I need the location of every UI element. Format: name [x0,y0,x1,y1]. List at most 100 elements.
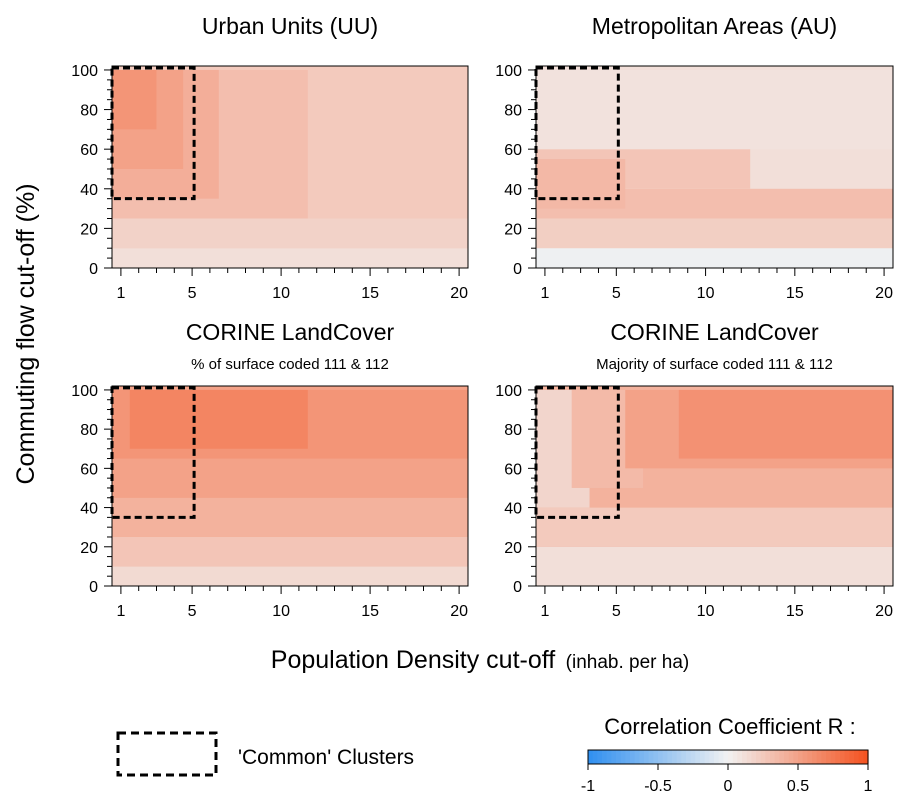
y-tick-label: 100 [71,63,98,80]
colorbar-step [704,750,710,764]
colorbar-tick-label: -0.5 [644,778,672,795]
colorbar-step [620,750,626,764]
y-tick-label: 20 [80,540,98,557]
x-tick-label: 20 [875,285,893,302]
colorbar-tick-label: 0 [724,778,733,795]
plot-frame [111,385,469,587]
heatmap-cell-region [536,159,626,209]
y-tick-label: 100 [495,63,522,80]
y-tick-label: 60 [504,142,522,159]
colorbar-step [667,750,673,764]
y-tick-label: 0 [513,261,522,278]
x-tick-label: 15 [786,603,804,620]
common-clusters-legend-label: 'Common' Clusters [238,746,414,769]
colorbar-step [634,750,640,764]
y-tick-label: 40 [504,182,522,199]
x-tick-label: 20 [875,603,893,620]
colorbar-step [588,750,594,764]
y-tick-label: 20 [504,221,522,238]
y-tick-label: 20 [80,221,98,238]
colorbar-step [816,750,822,764]
heatmap-panel-3: CORINE LandCover % of surface coded 111 &… [71,319,469,620]
x-tick-label: 10 [697,285,715,302]
colorbar-step [625,750,631,764]
y-tick-label: 80 [504,422,522,439]
colorbar-step [760,750,766,764]
colorbar-step [742,750,748,764]
colorbar-step [737,750,743,764]
colorbar-step [802,750,808,764]
panel-subtitle: Majority of surface coded 111 & 112 [596,356,833,373]
y-tick-label: 60 [80,461,98,478]
y-tick-label: 0 [513,579,522,596]
colorbar-step [630,750,636,764]
panel-title: Metropolitan Areas (AU) [592,13,837,39]
y-tick-label: 80 [80,103,98,120]
colorbar-step [616,750,622,764]
colorbar-step [858,750,864,764]
colorbar-step [728,750,734,764]
colorbar-step [779,750,785,764]
colorbar-step [700,750,706,764]
panel-title: CORINE LandCover [610,319,819,345]
heatmap-cell-region [112,536,468,567]
colorbar-step [709,750,715,764]
x-tick-label: 20 [450,285,468,302]
heatmap-cell-region [112,248,468,268]
y-tick-label: 100 [495,383,522,400]
colorbar-step [718,750,724,764]
x-axis-unit: (inhab. per ha) [566,652,690,673]
colorbar-step [672,750,678,764]
colorbar-step [611,750,617,764]
colorbar-step [732,750,738,764]
common-clusters-box [534,66,620,201]
heatmap-cell-region [536,69,893,150]
colorbar-step [639,750,645,764]
x-tick-label: 15 [786,285,804,302]
colorbar-step [835,750,841,764]
heatmap-cell-region [112,69,157,130]
y-tick-label: 60 [504,461,522,478]
x-tick-label: 1 [116,603,125,620]
colorbar-step [648,750,654,764]
colorbar-step [751,750,757,764]
colorbar-step [798,750,804,764]
x-tick-label: 5 [612,285,621,302]
heatmap-cell-region [536,546,893,586]
y-tick-label: 60 [80,142,98,159]
colorbar-step [644,750,650,764]
y-tick-label: 40 [504,501,522,518]
colorbar-step [863,750,869,764]
colorbar-tick-label: 0.5 [787,778,809,795]
y-axis-title: Commuting flow cut-off (%) [12,183,40,484]
x-tick-label: 5 [188,603,197,620]
colorbar-step [662,750,668,764]
heatmap-cell-region [536,248,893,268]
heatmap-cell-region [678,389,893,459]
colorbar-step [854,750,860,764]
heatmap-cell-region [112,218,468,249]
colorbar-step [592,750,598,764]
panel-subtitle: % of surface coded 111 & 112 [191,356,389,373]
colorbar-step [602,750,608,764]
x-tick-label: 20 [450,603,468,620]
colorbar-step [830,750,836,764]
y-tick-label: 40 [80,182,98,199]
colorbar-step [788,750,794,764]
colorbar-step [690,750,696,764]
x-tick-label: 5 [188,285,197,302]
plot-frame [535,65,894,269]
colorbar-title: Correlation Coefficient R : [604,714,856,739]
colorbar-step [681,750,687,764]
colorbar-step [765,750,771,764]
x-tick-label: 10 [697,603,715,620]
colorbar-step [676,750,682,764]
common-clusters-box [110,66,196,201]
x-tick-label: 5 [612,603,621,620]
x-axis-label: Population Density cut-off [271,646,555,674]
colorbar-step [784,750,790,764]
